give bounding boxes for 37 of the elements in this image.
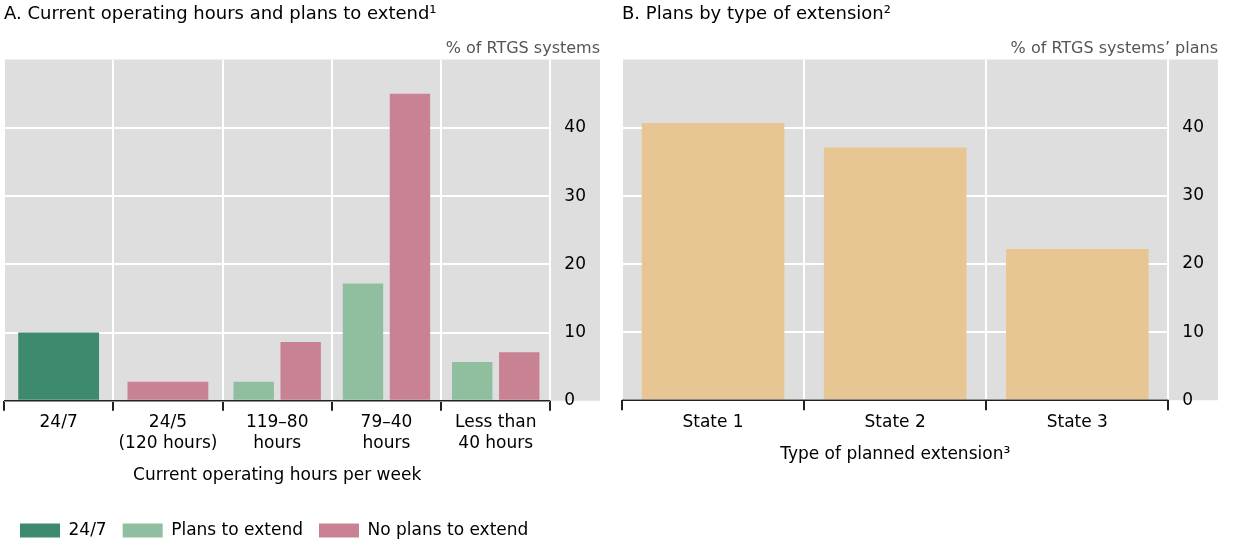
- y-tick-label: 30: [564, 184, 587, 205]
- bar: [233, 381, 274, 400]
- bar: [641, 122, 785, 400]
- bar: [342, 283, 384, 400]
- bar: [452, 361, 493, 400]
- bar: [499, 352, 540, 400]
- y-tick-label: 20: [564, 252, 587, 273]
- x-tick-label: State 3: [1046, 410, 1108, 431]
- x-axis-title: Current operating hours per week: [133, 464, 422, 485]
- y-tick-label: 40: [564, 116, 587, 137]
- y-tick-label: 0: [1182, 388, 1194, 409]
- y-tick-label: 10: [564, 320, 587, 341]
- bar: [1006, 248, 1149, 400]
- bar: [18, 332, 100, 400]
- y-tick-label: 20: [1182, 252, 1205, 273]
- x-tick-label: State 2: [864, 410, 926, 431]
- x-tick-label: State 1: [682, 410, 744, 431]
- y-tick-label: 10: [1182, 320, 1205, 341]
- chart-title: A. Current operating hours and plans to extend¹: [4, 2, 437, 24]
- x-axis-title: Type of planned extension³: [779, 443, 1011, 464]
- legend-label: 24/7: [68, 518, 107, 539]
- y-axis-title: % of RTGS systems’ plans: [1010, 37, 1218, 57]
- y-axis-title: % of RTGS systems: [445, 37, 600, 57]
- y-tick-label: 30: [1182, 184, 1205, 205]
- x-tick-label: 24/5 (120 hours): [118, 411, 218, 452]
- y-tick-label: 0: [564, 389, 576, 410]
- bar: [823, 147, 967, 400]
- y-tick-label: 40: [1182, 116, 1205, 137]
- legend-label: Plans to extend: [171, 518, 303, 539]
- x-tick-label: Less than 40 hours: [455, 411, 537, 452]
- x-tick-label: 119–80 hours: [245, 411, 309, 452]
- bar: [280, 342, 321, 400]
- x-tick-label: 79–40 hours: [360, 411, 413, 452]
- x-tick-label: 24/7: [39, 411, 78, 432]
- bar: [389, 93, 431, 400]
- chart-title: B. Plans by type of extension²: [622, 2, 891, 24]
- legend-label: No plans to extend: [367, 518, 529, 539]
